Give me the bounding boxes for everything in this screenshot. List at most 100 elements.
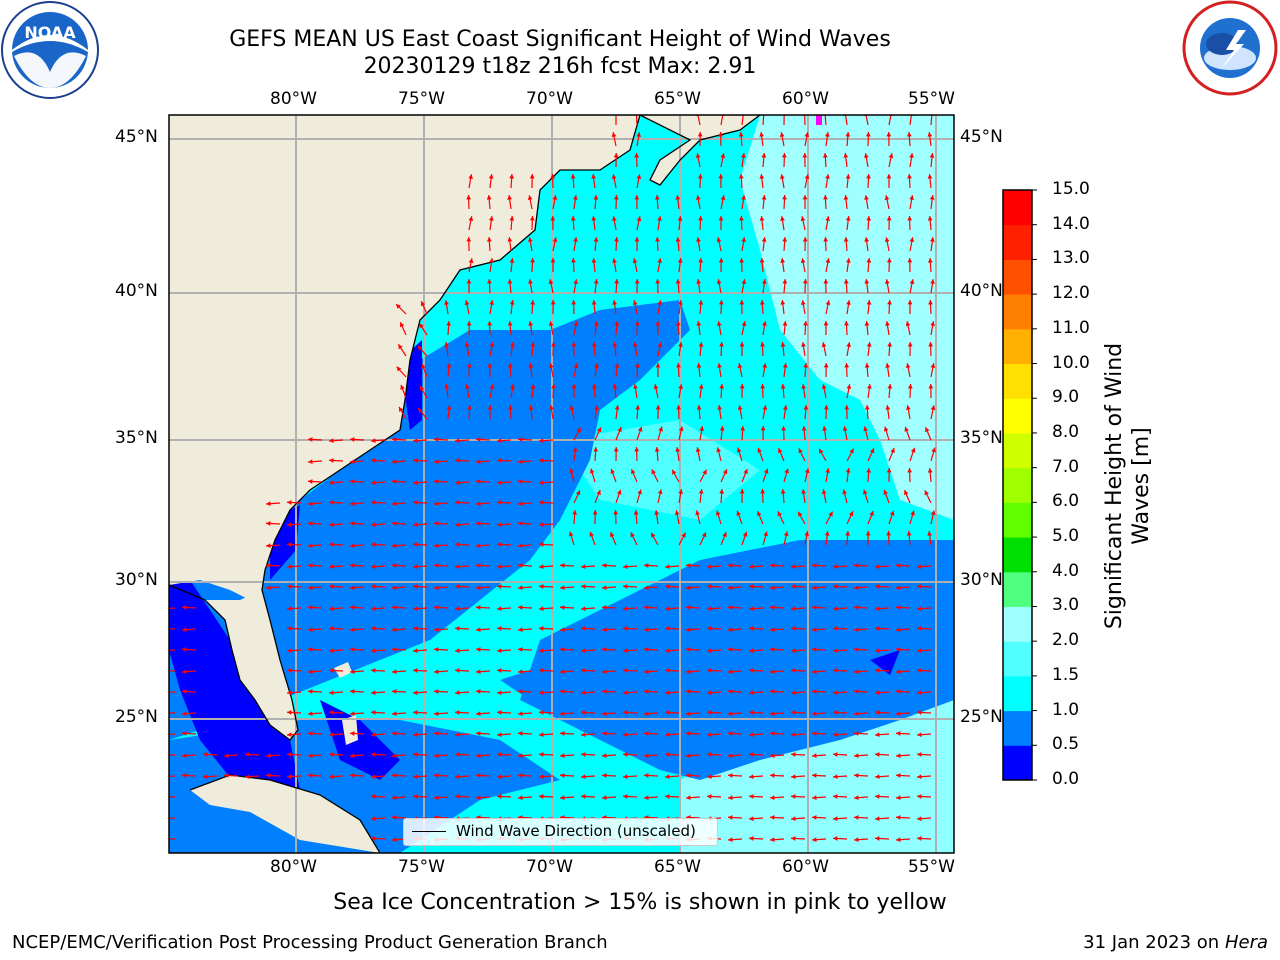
wind-arrow-head — [497, 480, 502, 486]
wind-arrow-head — [824, 132, 830, 137]
wind-arrow-head — [907, 300, 913, 305]
wind-arrow-head — [508, 405, 513, 410]
lat-label-left: 35°N — [115, 428, 158, 448]
wind-arrow-head — [930, 510, 936, 516]
colorbar-segment — [1003, 328, 1032, 365]
wind-arrow-head — [823, 237, 829, 242]
wind-arrow-head — [631, 469, 636, 475]
wind-arrow-head — [610, 532, 615, 538]
wind-arrow-head — [875, 606, 880, 612]
wind-arrow-head — [749, 710, 754, 715]
wind-arrow-shaft — [169, 796, 176, 798]
wind-arrow-head — [539, 774, 544, 780]
wind-arrow-head — [655, 405, 661, 410]
wind-arrow-head — [350, 605, 355, 610]
wind-arrow-head — [676, 363, 681, 368]
wind-arrow-head — [266, 543, 271, 549]
wind-arrow-head — [675, 195, 681, 200]
wind-arrow-head — [530, 258, 535, 263]
lon-label-bottom: 70°W — [526, 857, 573, 877]
wind-arrow-head — [287, 522, 292, 528]
wind-arrow-head — [476, 711, 481, 717]
wind-arrow-head — [539, 626, 544, 631]
colorbar-segment — [1003, 467, 1032, 503]
wind-arrow-head — [444, 342, 450, 347]
wind-arrow-head — [266, 501, 271, 507]
wind-arrow-head — [865, 132, 871, 137]
wind-arrow-head — [896, 753, 901, 759]
wind-arrow-head — [917, 648, 922, 654]
wind-arrow-head — [161, 606, 166, 611]
wind-arrow-head — [740, 153, 746, 158]
wind-arrow-head — [518, 711, 523, 717]
wind-arrow-head — [854, 647, 859, 652]
wind-arrow-head — [509, 216, 515, 221]
wind-arrow-head — [854, 711, 859, 717]
colorbar-segment — [1003, 259, 1032, 295]
wind-arrow-head — [589, 468, 595, 474]
wind-arrow-head — [802, 279, 808, 284]
wind-arrow-head — [749, 752, 754, 757]
wind-arrow-head — [823, 321, 829, 326]
wind-arrow-head — [930, 279, 935, 284]
wind-arrow-head — [497, 690, 502, 696]
wind-arrow-head — [507, 321, 513, 326]
wind-arrow-head — [413, 732, 418, 738]
wind-arrow-head — [749, 816, 754, 822]
wind-arrow-head — [707, 606, 712, 612]
wind-arrow-head — [455, 500, 460, 505]
wind-arrow-head — [791, 648, 796, 654]
wind-arrow-head — [510, 384, 515, 389]
wind-arrow-head — [623, 584, 628, 589]
wind-arrow-head — [931, 447, 936, 453]
wind-arrow-head — [182, 711, 187, 717]
wind-arrow-head — [446, 363, 452, 368]
wind-arrow-head — [812, 795, 817, 801]
wind-arrow-head — [161, 690, 166, 695]
wind-arrow-head — [896, 669, 901, 675]
wind-arrow-head — [476, 773, 481, 778]
wind-arrow-head — [182, 627, 187, 633]
colorbar-segment — [1003, 745, 1032, 781]
wind-arrow-head — [917, 794, 922, 799]
wind-arrow-head — [686, 731, 691, 736]
wind-arrow-head — [717, 363, 722, 368]
wind-arrow-shaft — [909, 115, 913, 126]
wind-arrow-head — [833, 626, 838, 631]
wind-arrow-head — [371, 564, 376, 570]
wind-arrow-head — [287, 690, 292, 696]
wind-arrow-head — [413, 564, 418, 570]
colorbar-tick-label: 8.0 — [1052, 421, 1080, 442]
wind-arrow-head — [518, 437, 523, 442]
wind-arrow-head — [644, 647, 649, 652]
wind-arrow-head — [446, 321, 452, 326]
wind-arrow-head — [593, 447, 599, 452]
wind-arrow-head — [833, 732, 838, 738]
wind-arrow-head — [864, 321, 870, 326]
wind-arrow-head — [612, 384, 618, 389]
wind-arrow-head — [854, 731, 859, 736]
colorbar-segment — [1003, 675, 1032, 712]
wind-arrow-head — [737, 405, 743, 411]
wind-arrow-head — [611, 132, 617, 138]
wind-arrow-head — [749, 584, 754, 589]
wind-arrow-head — [329, 542, 334, 547]
wind-arrow-head — [528, 279, 533, 284]
wind-arrow-head — [854, 837, 859, 843]
wind-arrow-head — [821, 342, 827, 348]
wind-arrow-head — [875, 564, 880, 570]
wind-arrow-head — [593, 195, 599, 200]
wind-arrow-head — [413, 710, 418, 715]
wind-arrow-head — [888, 153, 894, 159]
wind-arrow-head — [678, 426, 684, 432]
wind-arrow-head — [718, 300, 724, 305]
wind-arrow-head — [844, 321, 849, 326]
wind-arrow-head — [581, 794, 586, 799]
wind-arrow-head — [591, 174, 597, 179]
wind-arrow-head — [434, 479, 439, 484]
wind-arrow-head — [910, 510, 915, 516]
wind-arrow-head — [635, 405, 641, 410]
wind-arrow-shaft — [720, 115, 724, 126]
wind-arrow-head — [614, 363, 620, 368]
wind-arrow-head — [203, 774, 208, 780]
